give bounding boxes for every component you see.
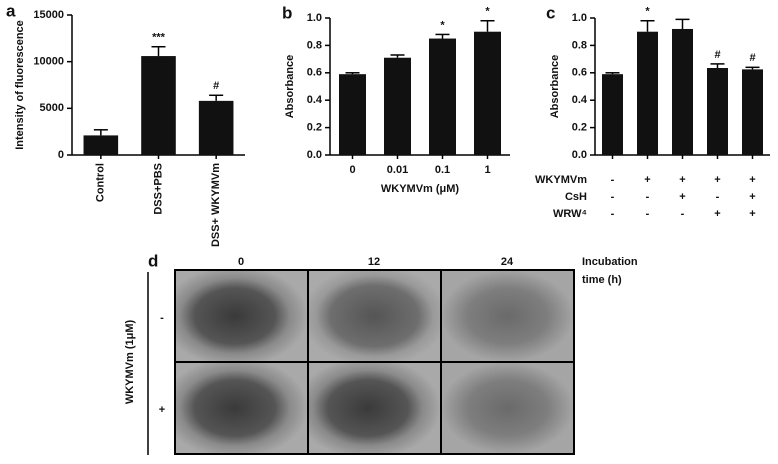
treatment-sign: + bbox=[749, 174, 755, 186]
annotation: # bbox=[714, 49, 720, 61]
bar bbox=[707, 68, 728, 155]
y-tick-label: 0.0 bbox=[307, 149, 322, 161]
bar bbox=[198, 100, 234, 155]
row-label: WKYMVm (1μM) bbox=[124, 319, 136, 404]
annotation: # bbox=[749, 52, 755, 64]
column-label: 12 bbox=[368, 256, 380, 268]
treatment-sign: + bbox=[714, 174, 720, 186]
bar bbox=[602, 74, 623, 155]
treatment-sign: - bbox=[611, 208, 615, 220]
bar bbox=[141, 56, 176, 155]
treatment-sign: - bbox=[681, 208, 685, 220]
panel-label: b bbox=[282, 3, 292, 22]
column-label: 24 bbox=[501, 256, 514, 268]
panel-label: c bbox=[546, 3, 555, 22]
treatment-name: WRW⁴ bbox=[553, 208, 587, 220]
y-tick-label: 5000 bbox=[40, 102, 64, 114]
treatment-sign: + bbox=[749, 208, 755, 220]
panel-label: d bbox=[148, 251, 158, 270]
bar bbox=[637, 31, 658, 156]
treatment-sign: - bbox=[646, 208, 650, 220]
treatment-sign: + bbox=[679, 174, 685, 186]
treatment-sign: - bbox=[716, 191, 720, 203]
image bbox=[307, 269, 442, 363]
bar bbox=[384, 57, 411, 156]
y-tick-label: 0.6 bbox=[572, 67, 587, 79]
treatment-sign: - bbox=[611, 174, 615, 186]
y-tick-label: 1.0 bbox=[572, 12, 587, 24]
y-tick-label: 0.2 bbox=[572, 122, 587, 134]
y-tick-label: 0.4 bbox=[572, 94, 588, 106]
x-tick-label: 1 bbox=[484, 164, 490, 176]
y-tick-label: 10000 bbox=[33, 56, 64, 68]
y-tick-label: 1.0 bbox=[307, 12, 322, 24]
x-axis-label: WKYMVm (μM) bbox=[381, 183, 460, 195]
y-tick-label: 0.8 bbox=[572, 39, 587, 51]
annotation: *** bbox=[152, 32, 166, 44]
x-tick-label: 0 bbox=[349, 164, 355, 176]
x-tick-label: 0.1 bbox=[435, 164, 450, 176]
x-tick-label: Control bbox=[95, 163, 107, 202]
y-tick-label: 0 bbox=[58, 149, 64, 161]
treatment-sign: - bbox=[611, 191, 615, 203]
panel-label: a bbox=[6, 1, 16, 20]
annotation: * bbox=[485, 6, 490, 18]
treatment-sign: + bbox=[749, 191, 755, 203]
image-grid bbox=[147, 269, 575, 455]
bar bbox=[474, 31, 501, 156]
bar bbox=[429, 38, 456, 155]
y-tick-label: 0.8 bbox=[307, 39, 322, 51]
bar bbox=[83, 135, 119, 155]
y-axis-label: Absorbance bbox=[549, 55, 561, 119]
x-tick-label: DSS+ WKYMVm bbox=[210, 163, 222, 247]
treatment-sign: - bbox=[646, 191, 650, 203]
y-tick-label: 0.0 bbox=[572, 149, 587, 161]
treatment-name: CsH bbox=[565, 191, 587, 203]
bar bbox=[339, 74, 366, 155]
y-tick-label: 0.2 bbox=[307, 122, 322, 134]
treatment-sign: + bbox=[679, 191, 685, 203]
row-sign: - bbox=[160, 312, 164, 324]
image bbox=[174, 361, 309, 455]
y-tick-label: 15000 bbox=[33, 9, 64, 21]
y-axis-label: Absorbance bbox=[284, 55, 296, 119]
x-tick-label: 0.01 bbox=[387, 164, 408, 176]
treatment-sign: + bbox=[644, 174, 650, 186]
time-label: Incubation bbox=[582, 256, 638, 268]
image bbox=[440, 361, 575, 455]
y-tick-label: 0.6 bbox=[307, 67, 322, 79]
column-label: 0 bbox=[238, 256, 244, 268]
row-sign: + bbox=[159, 404, 165, 416]
treatment-name: WKYMVm bbox=[535, 174, 587, 186]
y-tick-label: 0.4 bbox=[307, 94, 323, 106]
image bbox=[440, 269, 575, 363]
image bbox=[307, 361, 442, 455]
x-tick-label: DSS+PBS bbox=[152, 163, 164, 215]
bar bbox=[672, 28, 693, 155]
annotation: * bbox=[440, 19, 445, 31]
bar bbox=[742, 69, 763, 155]
image bbox=[174, 269, 309, 363]
time-label: time (h) bbox=[582, 274, 622, 286]
annotation: # bbox=[213, 80, 219, 92]
y-axis-label: Intensity of fluorescence bbox=[14, 20, 26, 150]
annotation: * bbox=[645, 6, 650, 18]
treatment-sign: + bbox=[714, 208, 720, 220]
